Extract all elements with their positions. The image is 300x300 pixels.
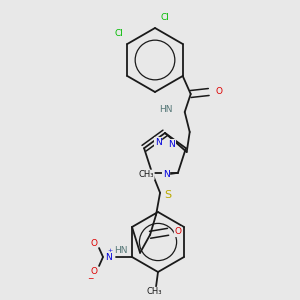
Text: N: N <box>169 140 175 149</box>
Text: O: O <box>91 266 98 275</box>
Text: O: O <box>215 88 222 97</box>
Text: S: S <box>164 190 172 200</box>
Text: N: N <box>163 170 170 179</box>
Text: Cl: Cl <box>115 29 124 38</box>
Text: +: + <box>107 248 112 253</box>
Text: −: − <box>87 274 93 284</box>
Text: Cl: Cl <box>160 14 169 22</box>
Text: N: N <box>155 138 161 147</box>
Text: CH₃: CH₃ <box>146 287 162 296</box>
Text: HN: HN <box>159 106 173 115</box>
Text: CH₃: CH₃ <box>138 170 154 179</box>
Text: O: O <box>91 238 98 247</box>
Text: HN: HN <box>115 246 128 255</box>
Text: O: O <box>175 227 182 236</box>
Text: N: N <box>105 253 111 262</box>
